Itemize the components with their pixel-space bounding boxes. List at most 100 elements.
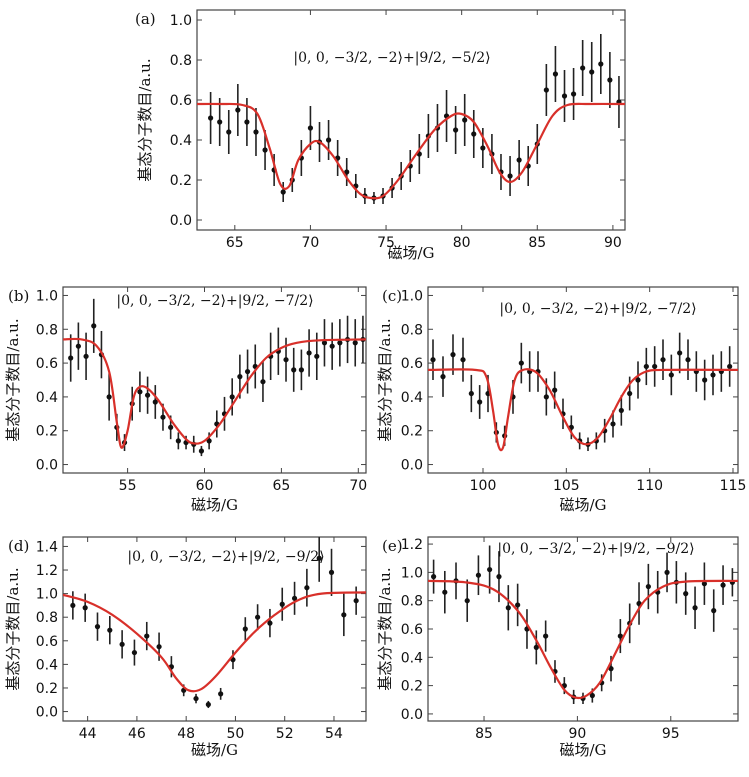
- data-point: [677, 350, 683, 356]
- data-point: [244, 368, 251, 375]
- data-point: [144, 633, 150, 639]
- data-point: [487, 566, 493, 573]
- x-tick-label: 105: [553, 478, 580, 494]
- y-tick-label: 0.8: [401, 322, 423, 338]
- panel-e: 85 90 95 0.0 0.2 0.4 0.6 0.8 1.0 1.2(e) |0, 0, −3/…: [376, 536, 739, 759]
- data-point: [208, 115, 214, 121]
- x-tick-label: 46: [128, 726, 146, 742]
- state-annotation: |0, 0, −3/2, −2⟩+|9/2, −9/2⟩: [127, 549, 324, 565]
- data-point: [168, 424, 174, 430]
- data-point: [218, 691, 224, 697]
- y-tick-label: 0.2: [36, 424, 58, 440]
- data-point: [94, 624, 101, 630]
- data-point: [515, 602, 521, 608]
- data-point: [307, 125, 314, 131]
- x-tick-label: 95: [662, 726, 680, 742]
- y-tick-label: 0.0: [401, 458, 423, 474]
- plot-area: [197, 34, 625, 204]
- x-tick-label: 90: [568, 726, 586, 742]
- y-tick-label: 0.6: [401, 622, 423, 638]
- data-point: [82, 605, 88, 611]
- data-point: [505, 605, 511, 611]
- data-point: [627, 390, 633, 397]
- data-point: [291, 367, 297, 373]
- data-point: [440, 374, 446, 380]
- y-axis-label: 基态分子数目/a.u.: [376, 567, 394, 690]
- data-point: [702, 377, 708, 383]
- data-point: [70, 602, 76, 609]
- data-point: [608, 666, 614, 672]
- y-tick-label: 0.4: [401, 390, 423, 406]
- y-tick-label: 1.0: [36, 288, 58, 304]
- panel-a: 65 70 75 80 85 90 0.0 0.2 0.4 0.6 0.8 1.0 (a) |0, 0, …: [135, 9, 626, 262]
- data-point: [260, 379, 266, 385]
- data-point: [561, 93, 568, 99]
- data-point: [206, 438, 212, 444]
- data-point: [352, 340, 358, 346]
- data-point: [267, 620, 273, 626]
- y-axis-label: 基态分子数目/a.u.: [4, 567, 22, 690]
- data-point: [244, 119, 250, 125]
- data-point: [450, 352, 456, 358]
- y-tick-label: 1.2: [36, 563, 58, 579]
- plot-frame: [62, 536, 367, 722]
- y-tick-label: 0.2: [401, 679, 423, 695]
- data-point: [468, 390, 474, 397]
- plot-area: [63, 298, 366, 457]
- data-point: [353, 598, 359, 604]
- panel-label: (c): [382, 287, 402, 305]
- x-axis-label: 磁场/G: [191, 496, 238, 514]
- x-tick-label: 110: [636, 478, 663, 494]
- data-point: [329, 343, 335, 349]
- data-point: [518, 360, 524, 366]
- plot-area: [428, 332, 738, 452]
- data-point: [471, 131, 477, 137]
- data-point: [668, 372, 674, 378]
- y-tick-label: 0.6: [401, 356, 423, 372]
- data-point: [683, 591, 689, 597]
- data-point: [475, 572, 482, 578]
- y-tick-label: 1.0: [170, 13, 192, 29]
- x-tick-label: 50: [227, 726, 245, 742]
- y-tick-label: 0.4: [36, 657, 58, 673]
- x-tick-label: 44: [79, 726, 97, 742]
- y-tick-label: 1.4: [36, 539, 58, 555]
- data-point: [477, 399, 483, 405]
- data-point: [262, 147, 268, 153]
- x-tick-label: 85: [528, 235, 546, 251]
- x-tick-label: 60: [196, 478, 214, 494]
- data-point: [442, 589, 448, 595]
- data-point: [727, 363, 733, 370]
- plot-frame: [62, 286, 367, 474]
- state-annotation: |0, 0, −3/2, −2⟩+|9/2, −9/2⟩: [497, 541, 694, 557]
- data-point: [226, 129, 232, 135]
- y-tick-label: 0.2: [401, 424, 423, 440]
- x-tick-label: 48: [177, 726, 195, 742]
- x-tick-label: 65: [226, 235, 244, 251]
- data-point: [314, 353, 320, 359]
- data-point: [280, 189, 286, 195]
- data-point: [618, 407, 624, 414]
- data-point: [253, 129, 259, 135]
- data-point: [229, 394, 235, 400]
- x-axis-label: 磁场/G: [559, 496, 606, 514]
- y-tick-label: 0.8: [36, 610, 58, 626]
- y-tick-label: 0.6: [36, 356, 58, 372]
- data-point: [325, 137, 332, 143]
- x-tick-label: 70: [302, 235, 320, 251]
- data-point: [617, 633, 623, 639]
- y-tick-label: 0.0: [401, 707, 423, 723]
- data-point: [344, 169, 350, 175]
- data-point: [430, 357, 436, 363]
- data-point: [652, 363, 658, 370]
- data-point: [291, 595, 298, 601]
- data-point: [643, 363, 649, 370]
- data-point: [464, 598, 470, 604]
- state-annotation: |0, 0, −3/2, −2⟩+|9/2, −7/2⟩: [499, 301, 696, 317]
- data-point: [144, 392, 151, 398]
- y-tick-label: 1.0: [36, 587, 58, 603]
- x-axis-label: 磁场/G: [191, 741, 238, 759]
- data-point: [496, 574, 502, 580]
- x-tick-label: 55: [119, 478, 137, 494]
- panel-d: 44 46 48 50 52 54 0.0 0.2 0.4 0.6 0.8 1.0 1.2 1.4 (d) |…: [4, 536, 367, 759]
